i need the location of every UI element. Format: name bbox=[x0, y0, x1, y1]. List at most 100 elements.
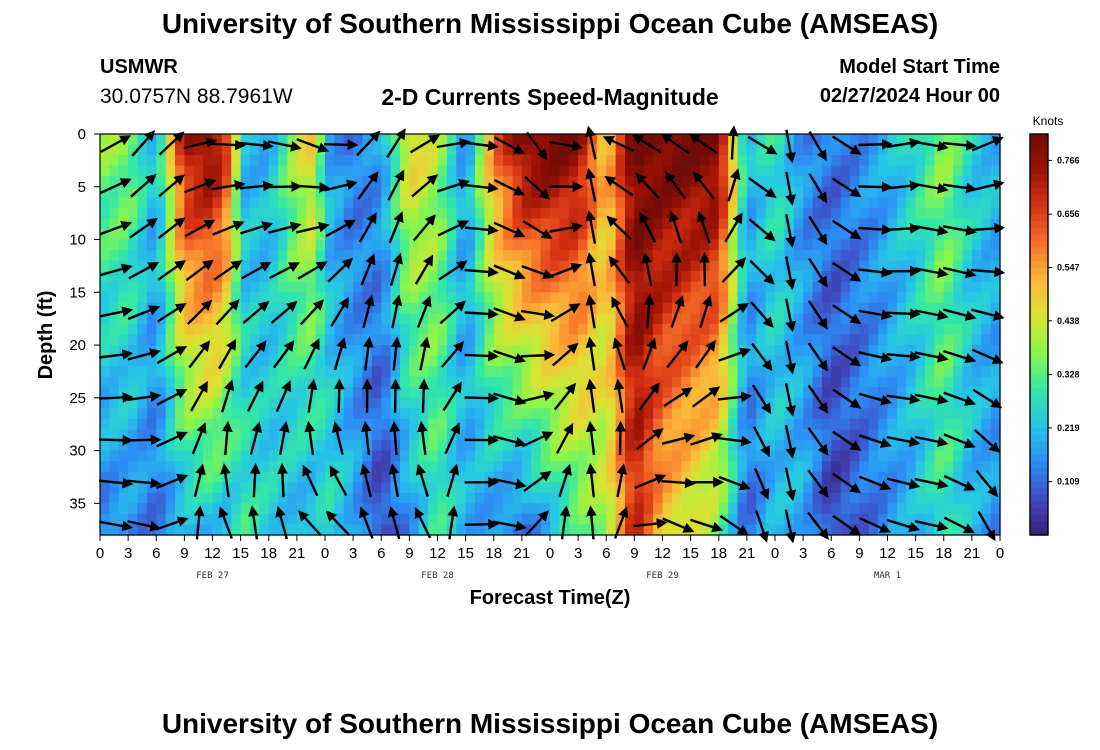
current-vector bbox=[785, 171, 796, 206]
heatmap-cell bbox=[643, 207, 654, 220]
heatmap-cell bbox=[887, 207, 898, 220]
heatmap-cell bbox=[803, 239, 814, 251]
heatmap-cell bbox=[821, 218, 832, 230]
heatmap-cell bbox=[100, 503, 110, 515]
heatmap-cell bbox=[850, 323, 860, 336]
heatmap-cell bbox=[821, 503, 832, 515]
heatmap-cell bbox=[193, 429, 204, 441]
heatmap-cell bbox=[231, 461, 242, 473]
heatmap-cell bbox=[240, 376, 251, 388]
heatmap-cell bbox=[793, 155, 804, 167]
heatmap-cell bbox=[587, 134, 598, 146]
heatmap-cell bbox=[962, 207, 973, 220]
heatmap-cell bbox=[578, 197, 589, 209]
heatmap-cell bbox=[446, 408, 457, 420]
heatmap-cell bbox=[268, 461, 279, 473]
heatmap-cell bbox=[606, 482, 617, 494]
heatmap-cell bbox=[775, 239, 785, 251]
heatmap-cell bbox=[643, 197, 654, 209]
y-tick-label: 10 bbox=[69, 232, 86, 249]
current-vector bbox=[524, 510, 550, 537]
heatmap-cell bbox=[550, 281, 560, 293]
heatmap-cell bbox=[409, 239, 420, 251]
heatmap-cell bbox=[428, 471, 439, 483]
heatmap-cell bbox=[634, 260, 645, 272]
current-vector bbox=[99, 434, 134, 446]
heatmap-cell bbox=[503, 313, 514, 325]
heatmap-cell bbox=[559, 376, 570, 388]
heatmap-cell bbox=[868, 418, 879, 431]
heatmap-cell bbox=[840, 524, 851, 536]
heatmap-cell bbox=[578, 366, 589, 378]
heatmap-cell bbox=[578, 228, 589, 241]
heatmap-cell bbox=[821, 387, 832, 399]
heatmap-cell bbox=[109, 513, 120, 526]
x-tick-label: 12 bbox=[429, 545, 446, 562]
current-vector bbox=[218, 338, 237, 370]
heatmap-cell bbox=[943, 176, 954, 188]
heatmap-cell bbox=[643, 228, 654, 241]
heatmap-cell bbox=[896, 471, 907, 483]
heatmap-cell bbox=[578, 260, 589, 272]
heatmap-cell bbox=[156, 207, 167, 220]
heatmap-cell bbox=[943, 524, 954, 536]
heatmap-cell bbox=[971, 281, 982, 293]
heatmap-cell bbox=[371, 471, 382, 483]
heatmap-cell bbox=[606, 450, 617, 462]
heatmap-cell bbox=[231, 376, 242, 388]
heatmap-cell bbox=[784, 207, 795, 220]
y-tick-label: 5 bbox=[78, 179, 86, 196]
heatmap-cell bbox=[250, 207, 260, 220]
heatmap-cell bbox=[287, 450, 298, 462]
heatmap-cell bbox=[512, 376, 523, 388]
heatmap-cell bbox=[737, 366, 748, 378]
heatmap-cell bbox=[971, 492, 982, 504]
heatmap-cell bbox=[578, 302, 589, 314]
heatmap-cell bbox=[953, 218, 964, 230]
heatmap-cell bbox=[418, 207, 429, 220]
heatmap-cell bbox=[203, 397, 214, 409]
heatmap-cell bbox=[953, 471, 964, 483]
heatmap-cell bbox=[718, 323, 729, 336]
heatmap-cell bbox=[409, 197, 420, 209]
heatmap-cell bbox=[793, 323, 804, 336]
heatmap-cell bbox=[634, 292, 645, 304]
heatmap-cell bbox=[728, 461, 739, 473]
heatmap-cell bbox=[165, 461, 176, 473]
heatmap-cell bbox=[165, 197, 176, 209]
heatmap-cell bbox=[653, 397, 664, 409]
heatmap-cell bbox=[728, 408, 739, 420]
heatmap-cell bbox=[325, 271, 335, 283]
heatmap-cell bbox=[859, 355, 870, 367]
heatmap-cell bbox=[428, 482, 439, 494]
current-vector bbox=[127, 520, 162, 532]
heatmap-cell bbox=[371, 440, 382, 452]
heatmap-cell bbox=[728, 450, 739, 462]
heatmap-cell bbox=[803, 134, 814, 146]
heatmap-cell bbox=[559, 218, 570, 230]
heatmap-cell bbox=[296, 207, 307, 220]
heatmap-cell bbox=[475, 366, 485, 378]
heatmap-cell bbox=[371, 292, 382, 304]
heatmap-cell bbox=[231, 408, 242, 420]
heatmap-cell bbox=[690, 260, 701, 272]
date-label: FEB 29 bbox=[646, 571, 679, 581]
heatmap-cell bbox=[287, 513, 298, 526]
heatmap-cell bbox=[128, 482, 139, 494]
current-vector bbox=[832, 430, 862, 451]
heatmap-cell bbox=[109, 440, 120, 452]
heatmap-cell bbox=[896, 250, 907, 262]
heatmap-cell bbox=[550, 134, 560, 146]
heatmap-cell bbox=[634, 302, 645, 314]
heatmap-cell bbox=[718, 207, 729, 220]
heatmap-cell bbox=[962, 302, 973, 314]
heatmap-cell bbox=[634, 450, 645, 462]
current-vector bbox=[832, 388, 862, 409]
heatmap-cell bbox=[690, 239, 701, 251]
heatmap-cell bbox=[550, 418, 560, 431]
heatmap-cell bbox=[390, 197, 401, 209]
heatmap-cell bbox=[212, 228, 223, 241]
heatmap-cell bbox=[700, 397, 710, 409]
heatmap-cell bbox=[653, 197, 664, 209]
heatmap-cell bbox=[746, 334, 757, 346]
